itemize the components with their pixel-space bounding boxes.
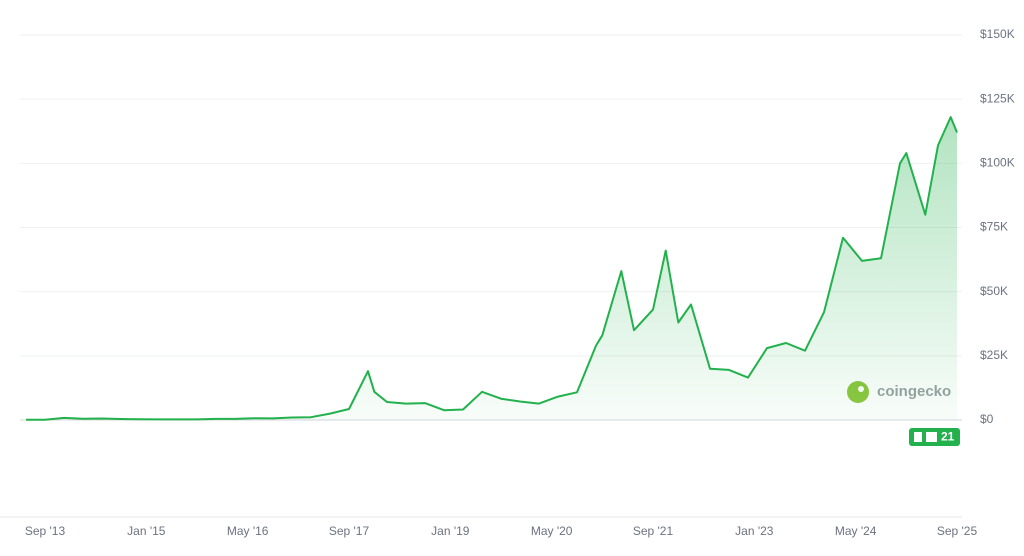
y-tick-label: $50K <box>980 284 1008 298</box>
badge-count: 21 <box>941 430 955 444</box>
y-tick-label: $125K <box>980 91 1015 105</box>
y-tick-label: $100K <box>980 156 1015 170</box>
y-tick-label: $0 <box>980 412 994 426</box>
x-tick-label: Sep '13 <box>25 524 66 538</box>
x-tick-label: May '20 <box>531 524 573 538</box>
price-line <box>26 116 958 421</box>
x-tick-label: Jan '15 <box>127 524 166 538</box>
x-tick-label: Sep '25 <box>937 524 978 538</box>
x-tick-label: Sep '17 <box>329 524 370 538</box>
y-tick-label: $75K <box>980 220 1008 234</box>
x-tick-label: Jan '19 <box>431 524 470 538</box>
area <box>26 117 957 420</box>
badge-icon <box>926 432 937 442</box>
x-tick-label: Jan '23 <box>735 524 774 538</box>
y-tick-label: $150K <box>980 27 1015 41</box>
x-tick-label: May '24 <box>835 524 877 538</box>
x-tick-label: Sep '21 <box>633 524 674 538</box>
x-tick-label: May '16 <box>227 524 269 538</box>
badge-icon <box>914 432 922 442</box>
y-tick-label: $25K <box>980 348 1008 362</box>
